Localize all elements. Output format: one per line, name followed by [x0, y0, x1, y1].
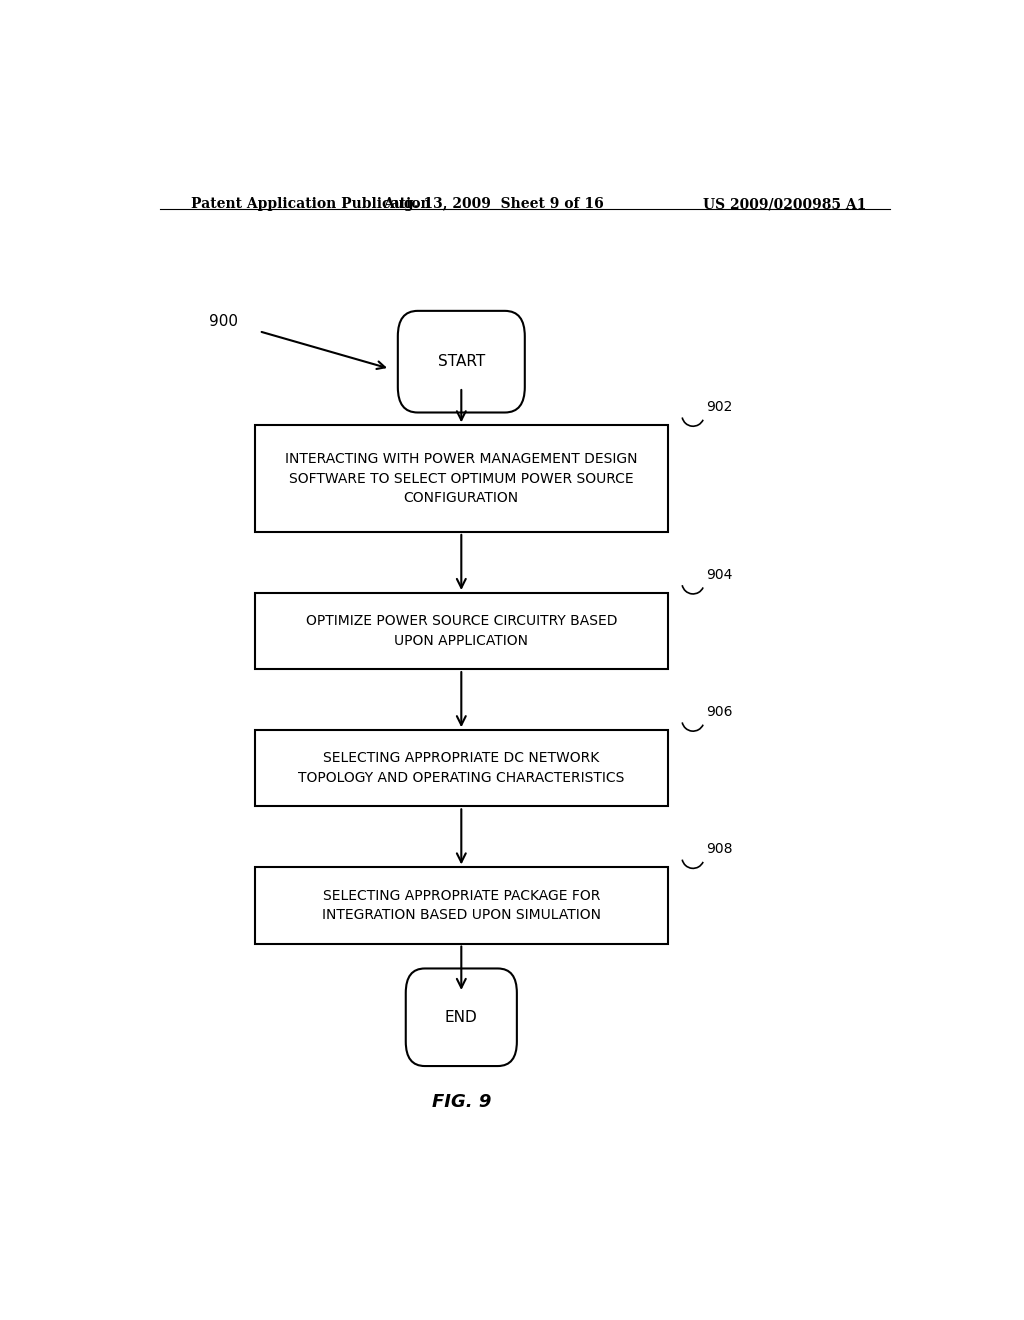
- Text: 900: 900: [209, 314, 238, 329]
- Text: Patent Application Publication: Patent Application Publication: [191, 197, 431, 211]
- Bar: [255, 425, 668, 532]
- Text: 902: 902: [706, 400, 732, 414]
- Text: FIG. 9: FIG. 9: [432, 1093, 490, 1110]
- Text: OPTIMIZE POWER SOURCE CIRCUITRY BASED
UPON APPLICATION: OPTIMIZE POWER SOURCE CIRCUITRY BASED UP…: [305, 614, 617, 648]
- Text: Aug. 13, 2009  Sheet 9 of 16: Aug. 13, 2009 Sheet 9 of 16: [383, 197, 603, 211]
- Text: US 2009/0200985 A1: US 2009/0200985 A1: [702, 197, 866, 211]
- FancyBboxPatch shape: [406, 969, 517, 1067]
- FancyBboxPatch shape: [397, 312, 524, 412]
- Text: SELECTING APPROPRIATE DC NETWORK
TOPOLOGY AND OPERATING CHARACTERISTICS: SELECTING APPROPRIATE DC NETWORK TOPOLOG…: [298, 751, 625, 785]
- Text: 906: 906: [706, 705, 732, 719]
- Text: END: END: [445, 1010, 477, 1024]
- Text: SELECTING APPROPRIATE PACKAGE FOR
INTEGRATION BASED UPON SIMULATION: SELECTING APPROPRIATE PACKAGE FOR INTEGR…: [322, 888, 601, 923]
- Text: 904: 904: [706, 568, 732, 582]
- Bar: [255, 730, 668, 807]
- Bar: [255, 867, 668, 944]
- Bar: [255, 593, 668, 669]
- Text: INTERACTING WITH POWER MANAGEMENT DESIGN
SOFTWARE TO SELECT OPTIMUM POWER SOURCE: INTERACTING WITH POWER MANAGEMENT DESIGN…: [285, 451, 638, 506]
- Text: 908: 908: [706, 842, 732, 857]
- Text: START: START: [437, 354, 485, 370]
